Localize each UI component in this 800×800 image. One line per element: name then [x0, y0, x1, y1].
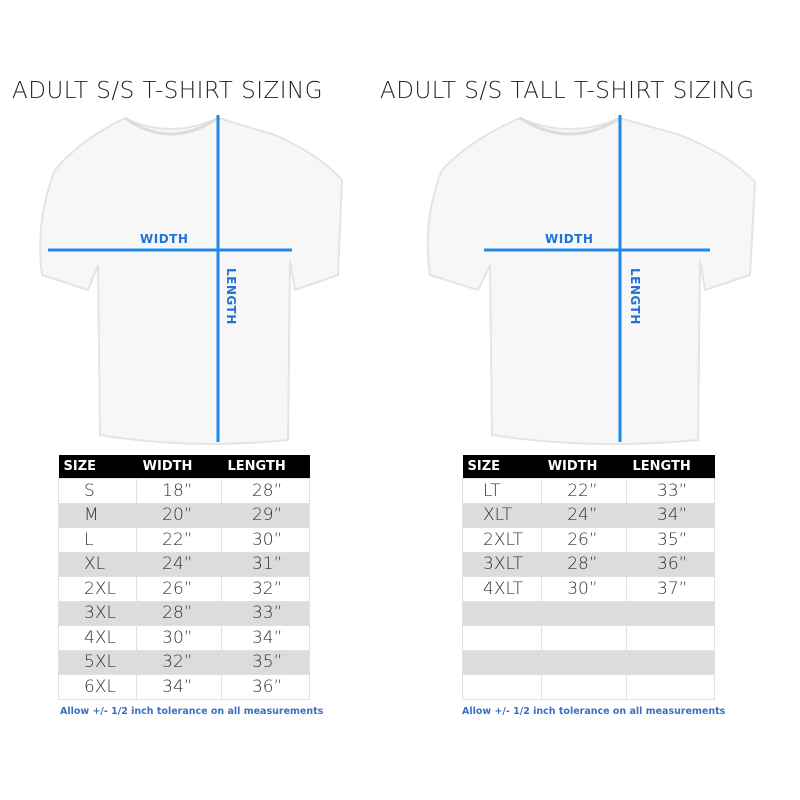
table-cell — [541, 625, 627, 651]
table-cell: 24” — [541, 502, 627, 528]
length-label: LENGTH — [628, 268, 642, 325]
table-cell: M — [57, 502, 138, 528]
column-header: SIZE — [462, 455, 542, 479]
table-cell — [541, 649, 627, 675]
table-cell: 26” — [136, 576, 222, 602]
table-row: 3XL 28” 33” — [57, 600, 311, 626]
column-header: WIDTH — [541, 455, 627, 479]
table-cell: LT — [461, 478, 543, 504]
table-cell: XLT — [461, 502, 543, 528]
table-cell: 34” — [626, 502, 715, 528]
table-cell: 2XLT — [461, 527, 543, 553]
table-cell — [626, 649, 715, 675]
table-row: XLT 24” 34” — [461, 502, 715, 528]
table-cell: 35” — [220, 649, 311, 675]
table-row — [461, 649, 715, 675]
table-row: 4XL 30” 34” — [57, 625, 311, 651]
table-cell: 30” — [541, 576, 627, 602]
table-cell: L — [57, 527, 138, 553]
table-row: XL 24” 31” — [57, 551, 311, 577]
size-table-right: SIZE WIDTH LENGTH LT 22” 33” XLT 24” 34” 2XLT 26” 3… — [461, 455, 715, 700]
width-label: WIDTH — [545, 232, 594, 246]
table-row: M 20” 29” — [57, 502, 311, 528]
table-row: 3XLT 28” 36” — [461, 551, 715, 577]
table-cell: 30” — [220, 527, 311, 553]
column-header: WIDTH — [136, 455, 222, 479]
table-cell: 18” — [136, 478, 222, 504]
table-row: 2XL 26” 32” — [57, 576, 311, 602]
table-row: 6XL 34” 36” — [57, 674, 311, 700]
table-cell: 4XLT — [461, 576, 543, 602]
table-row — [461, 600, 715, 626]
size-table-left: SIZE WIDTH LENGTH S 18” 28” M 20” 29” L 22” 30” XL 24… — [57, 455, 311, 700]
table-row: L 22” 30” — [57, 527, 311, 553]
table-cell — [541, 600, 627, 626]
table-cell: 26” — [541, 527, 627, 553]
left-title: ADULT S/S T-SHIRT SIZING — [12, 78, 324, 104]
table-cell — [626, 600, 715, 626]
table-cell: 32” — [136, 649, 222, 675]
table-cell: 37” — [626, 576, 715, 602]
table-cell: 4XL — [57, 625, 138, 651]
tolerance-note: Allow +/- 1/2 inch tolerance on all meas… — [60, 706, 324, 717]
column-header: LENGTH — [221, 455, 310, 479]
table-header: SIZE WIDTH LENGTH — [58, 455, 310, 479]
column-header: SIZE — [58, 455, 137, 479]
table-cell: 36” — [220, 674, 311, 700]
table-cell: 31” — [220, 551, 311, 577]
table-cell — [461, 649, 543, 675]
table-cell: 6XL — [57, 674, 138, 700]
tshirt-illustration-right — [426, 115, 757, 445]
table-cell: 3XL — [57, 600, 138, 626]
table-cell: 33” — [626, 478, 715, 504]
table-cell: 22” — [136, 527, 222, 553]
table-cell: 36” — [626, 551, 715, 577]
table-cell: 32” — [220, 576, 311, 602]
table-row — [461, 625, 715, 651]
tshirt-illustration-left — [39, 115, 344, 445]
table-row: 5XL 32” 35” — [57, 649, 311, 675]
table-row: 2XLT 26” 35” — [461, 527, 715, 553]
table-cell: 34” — [220, 625, 311, 651]
table-cell: 30” — [136, 625, 222, 651]
table-cell: XL — [57, 551, 138, 577]
table-cell: 35” — [626, 527, 715, 553]
table-cell: 34” — [136, 674, 222, 700]
table-cell — [541, 674, 627, 700]
table-cell — [626, 625, 715, 651]
table-row — [461, 674, 715, 700]
table-cell: 20” — [136, 502, 222, 528]
tolerance-note: Allow +/- 1/2 inch tolerance on all meas… — [462, 706, 726, 717]
table-cell: 28” — [136, 600, 222, 626]
table-header: SIZE WIDTH LENGTH — [462, 455, 715, 479]
table-cell: 22” — [541, 478, 627, 504]
table-cell: 29” — [220, 502, 311, 528]
table-cell: S — [57, 478, 138, 504]
table-cell: 3XLT — [461, 551, 543, 577]
table-row: 4XLT 30” 37” — [461, 576, 715, 602]
column-header: LENGTH — [626, 455, 715, 479]
table-row: LT 22” 33” — [461, 478, 715, 504]
table-cell: 28” — [541, 551, 627, 577]
table-row: S 18” 28” — [57, 478, 311, 504]
table-cell: 5XL — [57, 649, 138, 675]
table-cell — [461, 625, 543, 651]
length-label: LENGTH — [224, 268, 238, 325]
table-cell: 24” — [136, 551, 222, 577]
width-label: WIDTH — [140, 232, 189, 246]
table-cell — [461, 674, 543, 700]
right-title: ADULT S/S TALL T-SHIRT SIZING — [380, 78, 755, 104]
table-cell: 28” — [220, 478, 311, 504]
table-cell — [461, 600, 543, 626]
table-cell: 33” — [220, 600, 311, 626]
table-cell — [626, 674, 715, 700]
table-cell: 2XL — [57, 576, 138, 602]
